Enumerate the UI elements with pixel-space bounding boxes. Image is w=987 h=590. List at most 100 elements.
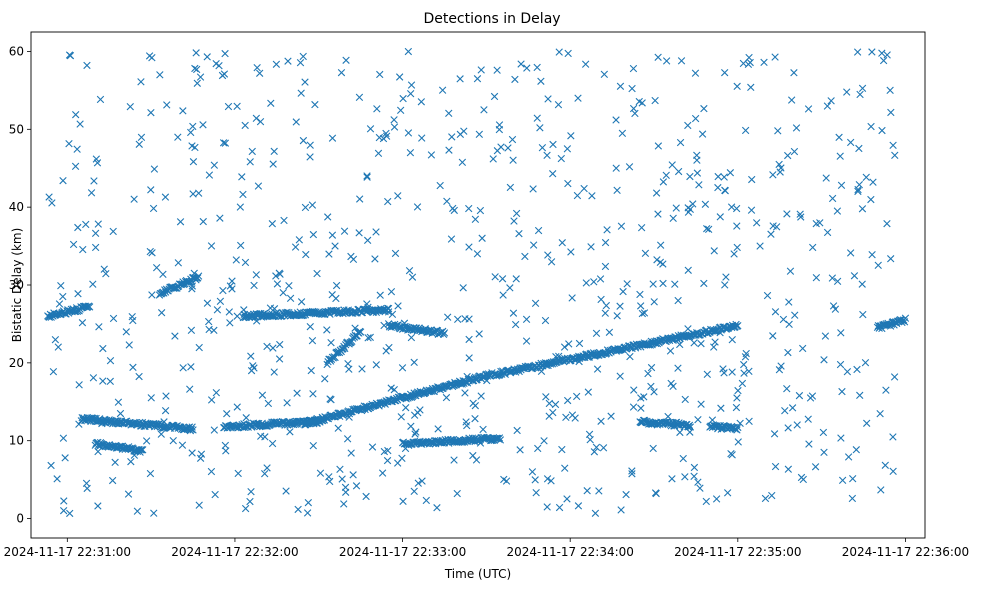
data-point — [436, 181, 444, 190]
data-point — [418, 477, 426, 485]
data-point — [522, 315, 531, 323]
data-point — [254, 311, 262, 319]
data-point — [628, 470, 636, 478]
data-point — [395, 73, 404, 81]
data-point — [152, 263, 161, 272]
data-point — [726, 169, 735, 177]
data-point — [843, 88, 851, 96]
data-point — [463, 372, 471, 381]
data-point — [363, 300, 371, 308]
data-point — [264, 399, 273, 408]
data-point — [159, 270, 167, 279]
data-point — [745, 367, 753, 376]
data-point — [219, 139, 228, 147]
data-point — [161, 193, 170, 201]
data-point — [785, 298, 793, 306]
data-point — [399, 94, 407, 103]
data-point — [83, 61, 91, 70]
data-point — [727, 449, 735, 458]
data-point — [458, 158, 467, 167]
data-point — [341, 483, 350, 492]
data-point — [363, 236, 372, 245]
data-point — [179, 364, 187, 372]
data-point — [630, 386, 638, 394]
data-point — [799, 475, 807, 484]
data-point — [404, 47, 413, 56]
data-point — [711, 338, 719, 346]
data-point — [286, 428, 294, 436]
data-point — [67, 305, 76, 313]
data-point — [460, 127, 468, 135]
data-point — [187, 128, 195, 137]
data-point — [848, 494, 857, 503]
data-point — [512, 275, 520, 283]
data-point — [356, 195, 364, 203]
data-point — [846, 138, 855, 147]
data-point — [478, 234, 486, 242]
data-point — [95, 323, 103, 331]
data-point — [684, 266, 692, 274]
data-point — [280, 216, 288, 225]
data-point — [91, 229, 100, 237]
data-point — [616, 372, 624, 380]
data-point — [106, 357, 115, 365]
data-point — [659, 279, 667, 288]
data-point — [247, 352, 255, 360]
data-point — [296, 59, 305, 67]
data-point — [703, 224, 711, 233]
data-point — [91, 243, 100, 252]
data-point — [538, 144, 547, 152]
data-point — [258, 422, 267, 430]
data-point — [693, 156, 701, 164]
data-point — [106, 377, 114, 386]
data-point — [552, 352, 560, 361]
data-point — [543, 475, 552, 483]
data-point — [513, 426, 521, 435]
data-point — [253, 63, 261, 72]
data-point — [216, 297, 225, 306]
data-point — [411, 430, 419, 438]
data-point — [190, 269, 198, 277]
data-point — [629, 64, 638, 73]
data-point — [732, 204, 741, 213]
data-point — [309, 390, 317, 398]
data-point — [328, 291, 336, 299]
data-point — [445, 109, 453, 117]
data-point — [720, 173, 728, 181]
data-point — [297, 89, 305, 97]
data-point — [219, 286, 227, 295]
data-point — [440, 329, 449, 337]
data-point — [299, 136, 308, 145]
data-point — [407, 81, 416, 89]
data-point — [515, 229, 523, 238]
data-point — [374, 149, 383, 158]
data-point — [189, 426, 197, 434]
data-point — [448, 133, 456, 141]
data-point — [221, 139, 230, 147]
data-point — [637, 223, 646, 232]
data-point — [760, 58, 768, 67]
data-point — [427, 387, 436, 395]
data-point — [685, 421, 694, 429]
data-point — [378, 469, 387, 477]
data-point — [858, 205, 867, 213]
data-point — [73, 145, 81, 153]
data-point — [188, 285, 196, 293]
data-point — [696, 484, 704, 492]
data-point — [351, 324, 359, 332]
data-point — [561, 464, 569, 472]
data-point — [775, 160, 783, 169]
data-point — [746, 58, 754, 67]
data-point — [342, 56, 350, 64]
data-point — [695, 181, 703, 189]
data-point — [380, 321, 388, 330]
data-point — [328, 134, 337, 142]
data-point — [347, 449, 355, 457]
data-point — [263, 464, 271, 472]
y-axis: 0 10 20 30 40 50 60 — [9, 44, 31, 526]
data-point — [382, 129, 390, 138]
data-point — [69, 240, 78, 249]
data-point — [529, 241, 538, 249]
data-point — [854, 185, 862, 194]
data-point — [327, 339, 335, 347]
